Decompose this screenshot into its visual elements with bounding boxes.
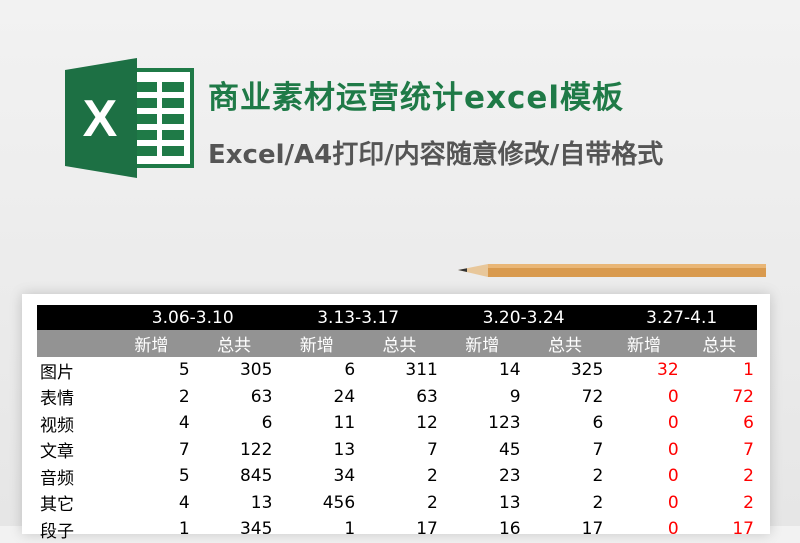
cell[interactable]: 123 bbox=[488, 413, 521, 434]
sub-header: 新增 bbox=[110, 330, 193, 357]
spreadsheet: 3.06-3.10 3.13-3.17 3.20-3.24 3.27-4.1 新… bbox=[22, 294, 770, 542]
row-label: 段子 bbox=[40, 521, 74, 542]
cell[interactable]: 0 bbox=[667, 492, 679, 513]
cell[interactable]: 2 bbox=[427, 492, 438, 513]
cell[interactable]: 845 bbox=[239, 466, 273, 487]
cell[interactable]: 305 bbox=[239, 360, 273, 381]
table-row: 表情 2 63 24 63 9 72 0 72 bbox=[37, 384, 757, 411]
cell[interactable]: 456 bbox=[322, 492, 356, 513]
row-label: 图片 bbox=[40, 362, 74, 383]
sub-header: 新增 bbox=[275, 330, 359, 357]
cell[interactable]: 311 bbox=[405, 360, 438, 381]
cell[interactable]: 2 bbox=[592, 492, 604, 513]
table-row: 图片 5 305 6 311 14 325 32 1 bbox=[37, 357, 757, 384]
cell[interactable]: 6 bbox=[344, 360, 356, 381]
cell[interactable]: 45 bbox=[498, 439, 521, 460]
row-label: 其它 bbox=[40, 495, 74, 516]
sub-header: 总共 bbox=[192, 330, 276, 357]
week-header: 3.13-3.17 bbox=[275, 305, 441, 330]
cell[interactable]: 13 bbox=[250, 492, 273, 513]
cell[interactable]: 2 bbox=[592, 466, 604, 487]
cell[interactable]: 4 bbox=[178, 492, 190, 513]
cell[interactable]: 9 bbox=[509, 386, 521, 407]
cell[interactable]: 14 bbox=[498, 360, 521, 381]
cell[interactable]: 24 bbox=[333, 386, 356, 407]
cell[interactable]: 7 bbox=[427, 439, 438, 460]
cell[interactable]: 12 bbox=[416, 413, 438, 434]
cell[interactable]: 7 bbox=[178, 439, 190, 460]
row-label: 视频 bbox=[40, 415, 74, 436]
cell[interactable]: 63 bbox=[250, 386, 273, 407]
cell[interactable]: 16 bbox=[498, 519, 521, 540]
sub-header: 总共 bbox=[523, 330, 607, 357]
table-row: 其它 4 13 456 2 13 2 0 2 bbox=[37, 490, 757, 517]
cell[interactable]: 1 bbox=[743, 360, 754, 381]
svg-text:X: X bbox=[83, 90, 118, 148]
cell[interactable]: 6 bbox=[743, 413, 754, 434]
cell[interactable]: 5 bbox=[178, 466, 190, 487]
cell[interactable]: 2 bbox=[178, 386, 190, 407]
page-title: 商业素材运营统计excel模板 bbox=[208, 80, 625, 116]
page-subtitle: Excel/A4打印/内容随意修改/自带格式 bbox=[208, 140, 664, 170]
cell[interactable]: 325 bbox=[570, 360, 604, 381]
cell[interactable]: 6 bbox=[261, 413, 273, 434]
sub-header-row: 新增 总共 新增 总共 新增 总共 新增 总共 bbox=[37, 330, 757, 357]
pencil-icon bbox=[458, 264, 766, 277]
table-row: 音频 5 845 34 2 23 2 0 2 bbox=[37, 463, 757, 490]
cell[interactable]: 122 bbox=[239, 439, 273, 460]
week-header: 3.27-4.1 bbox=[606, 305, 757, 330]
cell[interactable]: 32 bbox=[657, 360, 679, 381]
table-row: 文章 7 122 13 7 45 7 0 7 bbox=[37, 437, 757, 464]
cell[interactable]: 17 bbox=[581, 519, 604, 540]
sub-header: 总共 bbox=[681, 330, 757, 357]
cell[interactable]: 1 bbox=[344, 519, 356, 540]
table-row: 段子 1 345 1 17 16 17 0 17 bbox=[37, 516, 757, 543]
cell[interactable]: 0 bbox=[667, 413, 679, 434]
cell[interactable]: 13 bbox=[498, 492, 521, 513]
cell[interactable]: 2 bbox=[743, 466, 754, 487]
cell[interactable]: 7 bbox=[592, 439, 604, 460]
sub-header: 总共 bbox=[358, 330, 441, 357]
cell[interactable]: 17 bbox=[416, 519, 438, 540]
cell[interactable]: 2 bbox=[427, 466, 438, 487]
row-label: 表情 bbox=[40, 389, 74, 410]
cell[interactable]: 72 bbox=[732, 386, 754, 407]
cell[interactable]: 13 bbox=[333, 439, 356, 460]
cell[interactable]: 5 bbox=[178, 360, 190, 381]
week-header: 3.06-3.10 bbox=[110, 305, 276, 330]
stats-table: 3.06-3.10 3.13-3.17 3.20-3.24 3.27-4.1 新… bbox=[37, 305, 757, 543]
week-header-row: 3.06-3.10 3.13-3.17 3.20-3.24 3.27-4.1 bbox=[37, 305, 757, 330]
cell[interactable]: 0 bbox=[667, 519, 679, 540]
cell[interactable]: 4 bbox=[178, 413, 190, 434]
cell[interactable]: 0 bbox=[667, 466, 679, 487]
sub-header: 新增 bbox=[606, 330, 682, 357]
week-header: 3.20-3.24 bbox=[440, 305, 607, 330]
cell[interactable]: 17 bbox=[732, 519, 754, 540]
cell[interactable]: 7 bbox=[743, 439, 754, 460]
cell[interactable]: 345 bbox=[239, 519, 273, 540]
row-label: 文章 bbox=[40, 442, 74, 463]
cell[interactable]: 72 bbox=[581, 386, 604, 407]
cell[interactable]: 63 bbox=[416, 386, 438, 407]
cell[interactable]: 1 bbox=[178, 519, 190, 540]
sub-header: 新增 bbox=[440, 330, 524, 357]
table-row: 视频 4 6 11 12 123 6 0 6 bbox=[37, 410, 757, 437]
cell[interactable]: 6 bbox=[592, 413, 604, 434]
cell[interactable]: 0 bbox=[667, 386, 679, 407]
cell[interactable]: 23 bbox=[498, 466, 521, 487]
row-label: 音频 bbox=[40, 468, 74, 489]
cell[interactable]: 0 bbox=[667, 439, 679, 460]
cell[interactable]: 2 bbox=[743, 492, 754, 513]
cell[interactable]: 11 bbox=[333, 413, 356, 434]
excel-logo-icon: X bbox=[65, 58, 194, 178]
cell[interactable]: 34 bbox=[333, 466, 356, 487]
